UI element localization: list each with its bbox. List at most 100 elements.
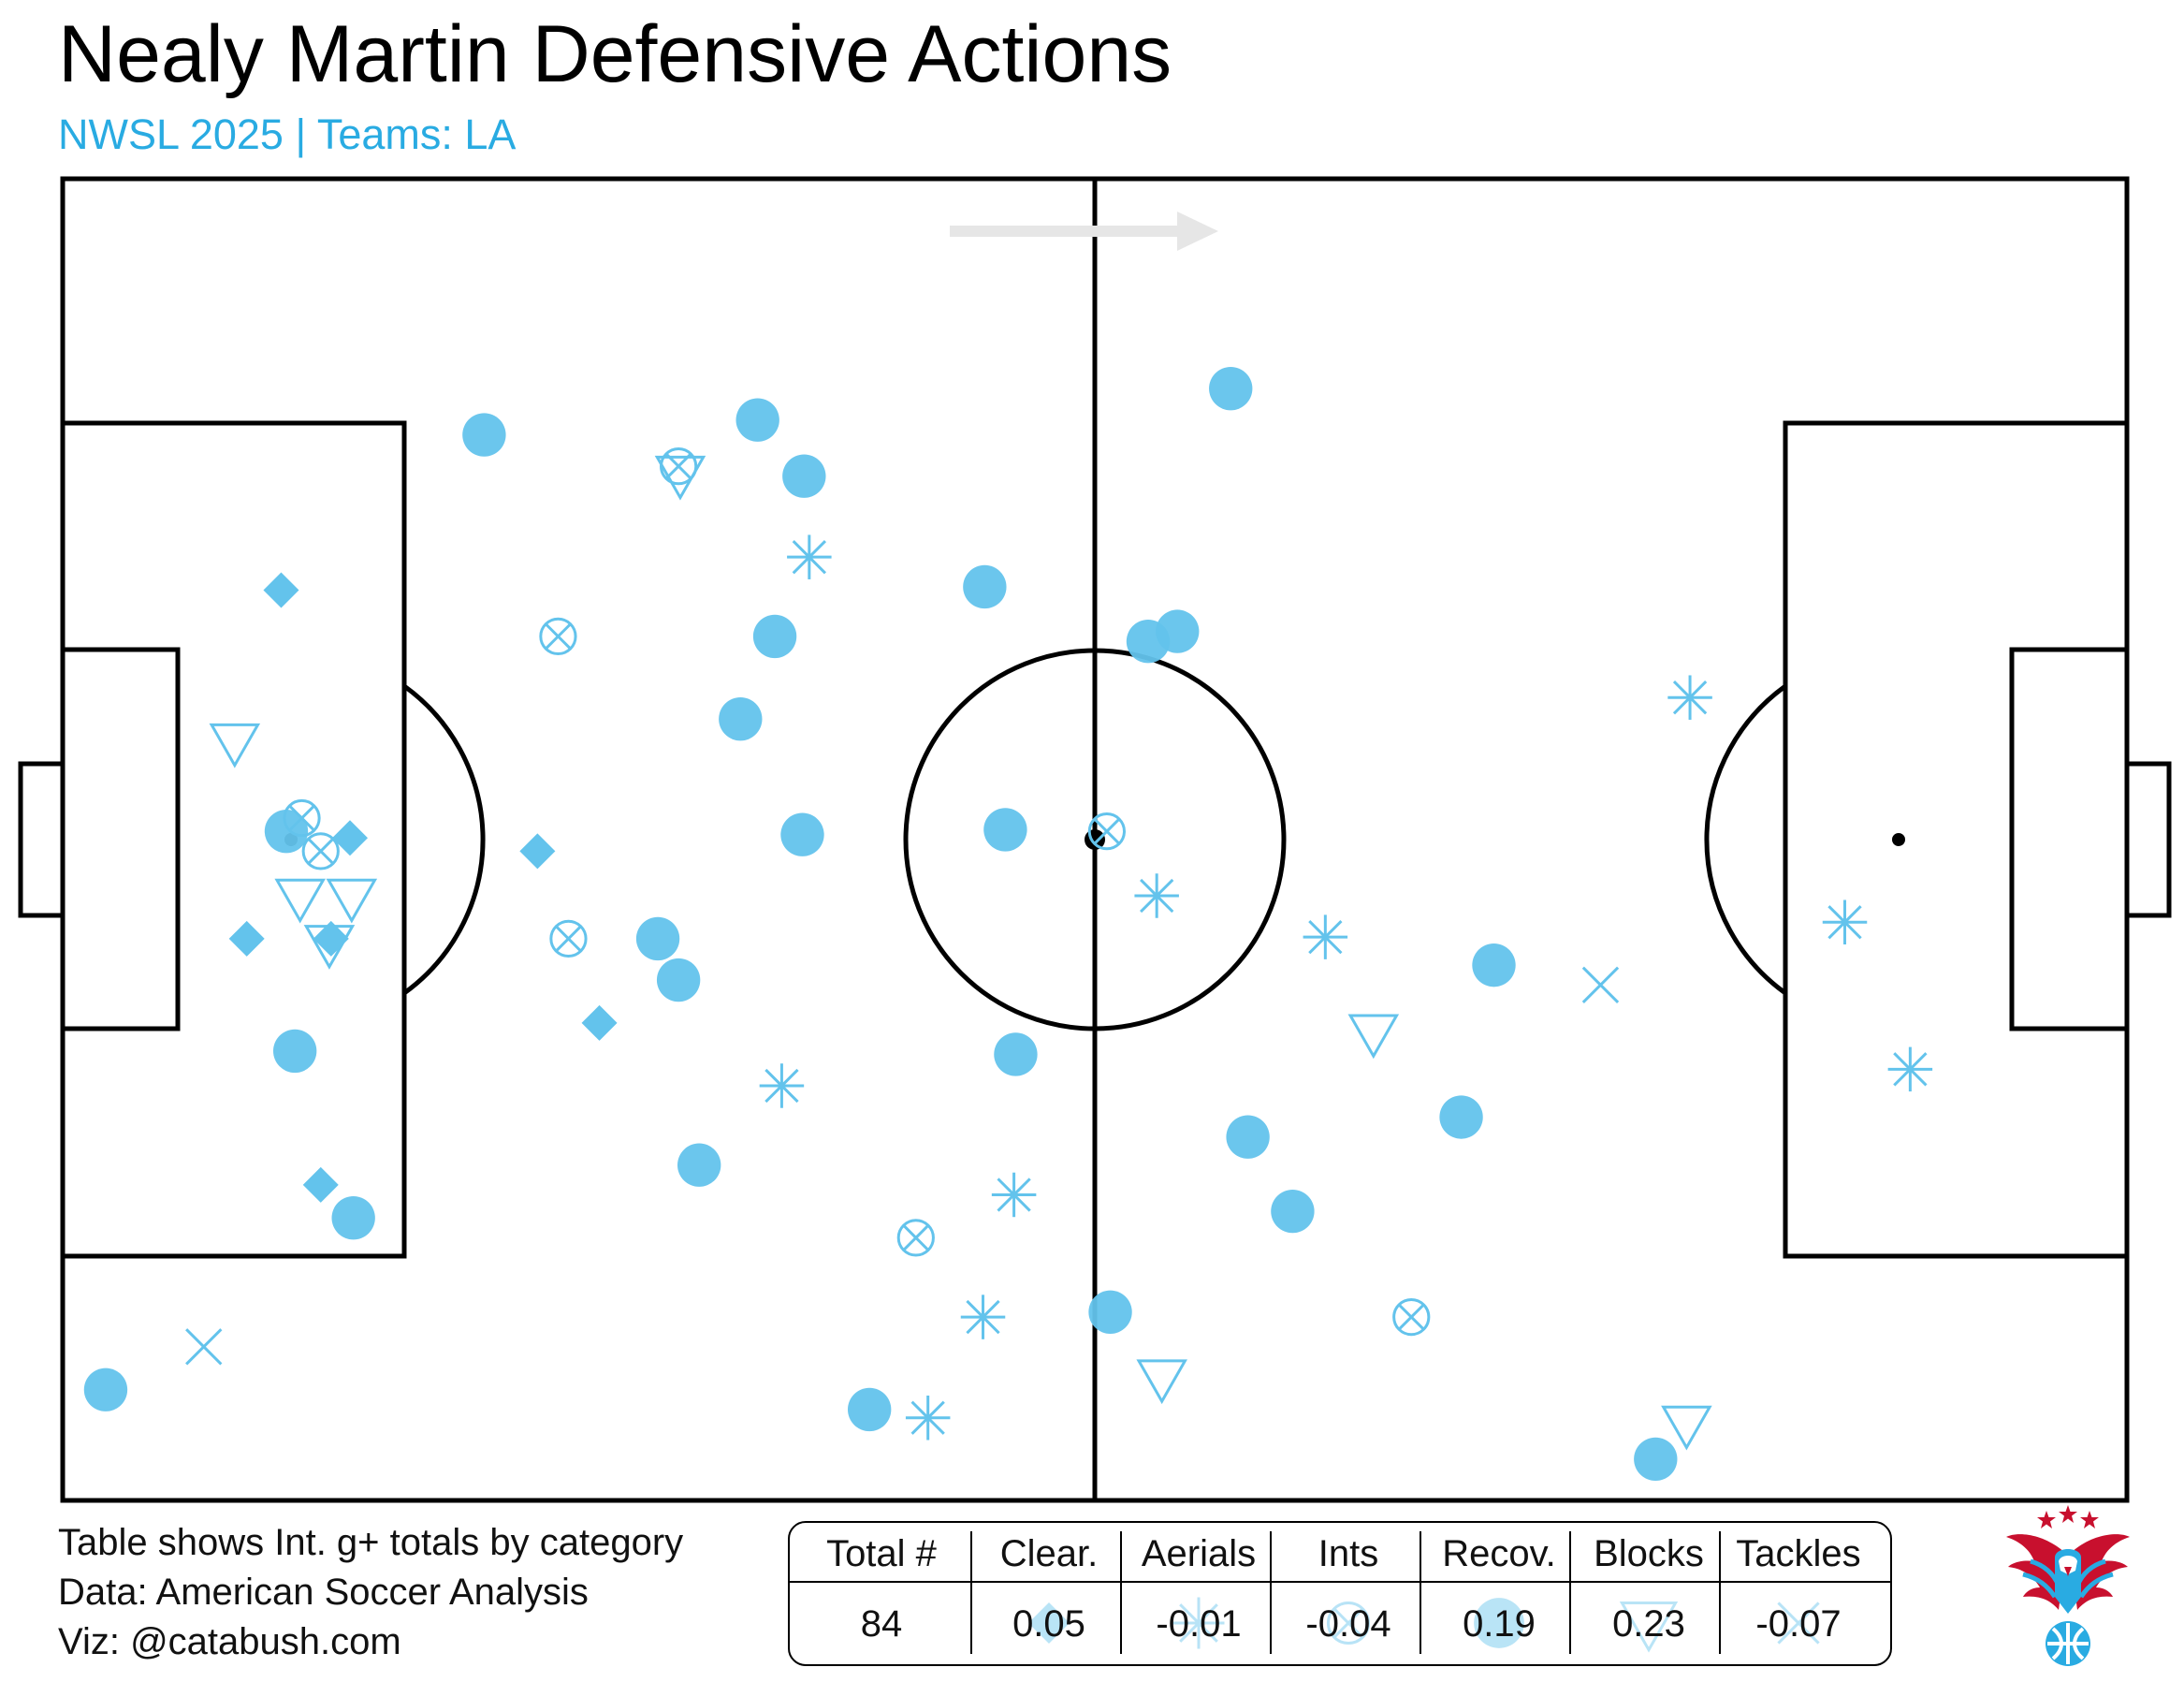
point-dot [994, 1032, 1038, 1076]
right-six-yard-box [2009, 647, 2130, 1031]
point-dot [331, 1196, 375, 1240]
stats-value-0: 84 [861, 1603, 903, 1645]
point-circle-x [1087, 812, 1126, 851]
point-dot [1472, 943, 1516, 987]
point-triangle [1136, 1359, 1187, 1405]
stats-header-3: Ints [1318, 1533, 1378, 1574]
point-asterisk [787, 534, 832, 579]
note-table-description: Table shows Int. g+ totals by category [58, 1522, 684, 1563]
point-x [1581, 966, 1620, 1004]
point-asterisk [1822, 900, 1868, 944]
stats-header-6: Tackles [1736, 1533, 1860, 1574]
point-diamond [581, 1004, 618, 1041]
pitch-lines [18, 176, 2172, 1503]
point-asterisk [1887, 1046, 1933, 1092]
point-asterisk [960, 1294, 1006, 1339]
point-dot [1634, 1437, 1678, 1482]
point-dot [83, 1368, 128, 1411]
right-goal [2124, 761, 2172, 918]
series-circle-x [283, 446, 1431, 1337]
stats-marker-dot [1474, 1598, 1524, 1648]
eagle-soccer-ball-logo-icon [2006, 1505, 2130, 1666]
point-dot [1209, 366, 1253, 411]
point-triangle [1661, 1405, 1712, 1451]
left-goal [18, 761, 66, 918]
stats-value-2: -0.01 [1156, 1603, 1241, 1645]
chart-subtitle: NWSL 2025 | Teams: LA [58, 110, 517, 158]
chart-title: Nealy Martin Defensive Actions [58, 9, 1172, 99]
point-triangle [209, 723, 261, 768]
stats-marker-asterisk [1172, 1597, 1225, 1649]
left-penalty-arc [402, 683, 486, 996]
stats-header-0: Total # [826, 1533, 938, 1574]
pitch-chart [18, 176, 2172, 1503]
note-data-source: Data: American Soccer Analysis [58, 1572, 589, 1613]
point-circle-x [549, 919, 588, 958]
right-penalty-area [1783, 420, 2130, 1259]
point-dot [782, 454, 826, 498]
point-circle-x [539, 617, 577, 656]
stats-header-2: Aerials [1142, 1533, 1256, 1574]
point-diamond [228, 920, 265, 957]
point-triangle [303, 925, 356, 970]
point-dot [656, 958, 701, 1002]
stats-value-6: -0.07 [1755, 1603, 1841, 1645]
point-dot [735, 398, 779, 442]
series-diamond [228, 572, 618, 1203]
point-dot [780, 812, 824, 856]
point-triangle [654, 455, 706, 501]
point-diamond [332, 820, 369, 856]
stats-value-3: -0.04 [1305, 1603, 1390, 1645]
point-asterisk [991, 1172, 1037, 1218]
stats-header-1: Clear. [1000, 1533, 1099, 1574]
right-penalty-arc [1704, 683, 1787, 996]
point-circle-x [301, 832, 340, 870]
stats-marker-x [1777, 1602, 1820, 1645]
right-penalty-spot [1892, 833, 1905, 846]
action-markers [83, 366, 1933, 1482]
stats-marker-diamond [1028, 1602, 1070, 1644]
stats-value-1: 0.05 [1012, 1603, 1085, 1645]
centre-circle [903, 648, 1287, 1031]
point-dot [635, 916, 680, 961]
stats-value-5: 0.23 [1612, 1603, 1685, 1645]
point-circle-x [896, 1219, 935, 1257]
point-dot [1439, 1095, 1483, 1139]
point-dot [264, 809, 309, 854]
point-diamond [302, 1166, 339, 1203]
point-dot [272, 1029, 317, 1074]
point-dot [719, 696, 763, 741]
point-circle-x [1392, 1297, 1431, 1337]
point-asterisk [1303, 914, 1348, 959]
stats-marker-triangle [1619, 1602, 1679, 1653]
left-six-yard-box [60, 647, 181, 1031]
point-asterisk [1667, 675, 1712, 720]
point-dot [983, 808, 1027, 852]
point-triangle [1347, 1014, 1400, 1060]
point-asterisk [759, 1063, 805, 1108]
point-triangle [274, 878, 326, 924]
point-triangle [326, 878, 378, 924]
stats-marker-circle-x [1326, 1601, 1371, 1645]
point-dot [963, 564, 1007, 609]
stats-header-4: Recov. [1442, 1533, 1556, 1574]
point-dot [752, 614, 797, 659]
point-dot [1126, 620, 1171, 664]
stats-value-4: 0.19 [1463, 1603, 1536, 1645]
series-triangle [209, 455, 1712, 1451]
point-asterisk [905, 1396, 951, 1441]
point-dot [677, 1143, 721, 1187]
point-x [185, 1328, 223, 1366]
point-dot [1271, 1189, 1315, 1234]
chart-notes: Table shows Int. g+ totals by category D… [58, 1518, 683, 1667]
point-dot [462, 413, 506, 457]
point-diamond [519, 833, 556, 870]
stats-table-frame [788, 1521, 1892, 1666]
series-asterisk [759, 534, 1933, 1441]
point-dot [847, 1387, 892, 1432]
point-dot [1088, 1290, 1132, 1334]
attack-direction-arrow-icon [950, 212, 1218, 251]
point-dot [1226, 1115, 1270, 1159]
series-dot [83, 366, 1678, 1482]
point-asterisk [1134, 873, 1179, 918]
